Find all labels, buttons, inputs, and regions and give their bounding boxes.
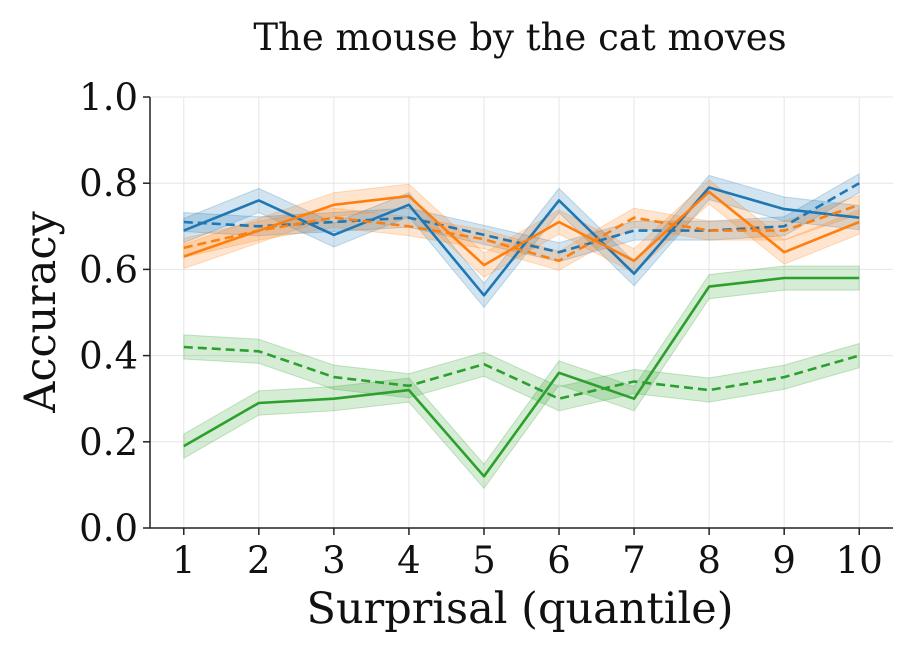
x-tick-label: 3	[322, 539, 346, 582]
grid	[150, 96, 893, 529]
x-tick-label: 6	[547, 539, 571, 582]
x-tick-label: 1	[172, 539, 196, 582]
x-tick-label: 5	[472, 539, 496, 582]
y-tick-label: 1.0	[79, 76, 138, 119]
green-dashed-line	[183, 345, 860, 401]
x-ticks: 1 2 3 4 5 6 7 8 9 10	[172, 528, 883, 582]
y-axis-label: Accuracy	[16, 211, 66, 414]
green-solid-line	[183, 276, 860, 478]
y-tick-label: 0.8	[79, 162, 138, 205]
y-tick-label: 0.4	[79, 335, 138, 378]
orange-dashed-line	[183, 203, 860, 263]
axes	[149, 97, 893, 529]
y-tick-label: 0.0	[79, 507, 138, 550]
blue-dashed-band	[183, 172, 860, 263]
y-tick-label: 0.2	[79, 421, 138, 464]
x-tick-label: 7	[622, 539, 646, 582]
series-lines	[183, 182, 860, 478]
y-tick-label: 0.6	[79, 248, 138, 291]
chart-title: The mouse by the cat moves	[253, 16, 786, 59]
orange-solid-line	[183, 190, 860, 267]
x-tick-label: 9	[772, 539, 796, 582]
x-tick-label: 2	[247, 539, 271, 582]
green-solid-band	[183, 265, 860, 490]
x-tick-label: 8	[697, 539, 721, 582]
x-tick-label: 4	[397, 539, 421, 582]
orange-dashed-band	[183, 194, 860, 271]
orange-solid-band	[183, 179, 860, 278]
y-ticks: 0.0 0.2 0.4 0.6 0.8 1.0	[79, 76, 150, 550]
x-tick-label: 10	[836, 539, 883, 582]
axis-spines	[149, 97, 893, 529]
x-axis-label: Surprisal (quantile)	[307, 584, 734, 634]
green-dashed-band	[183, 334, 860, 412]
